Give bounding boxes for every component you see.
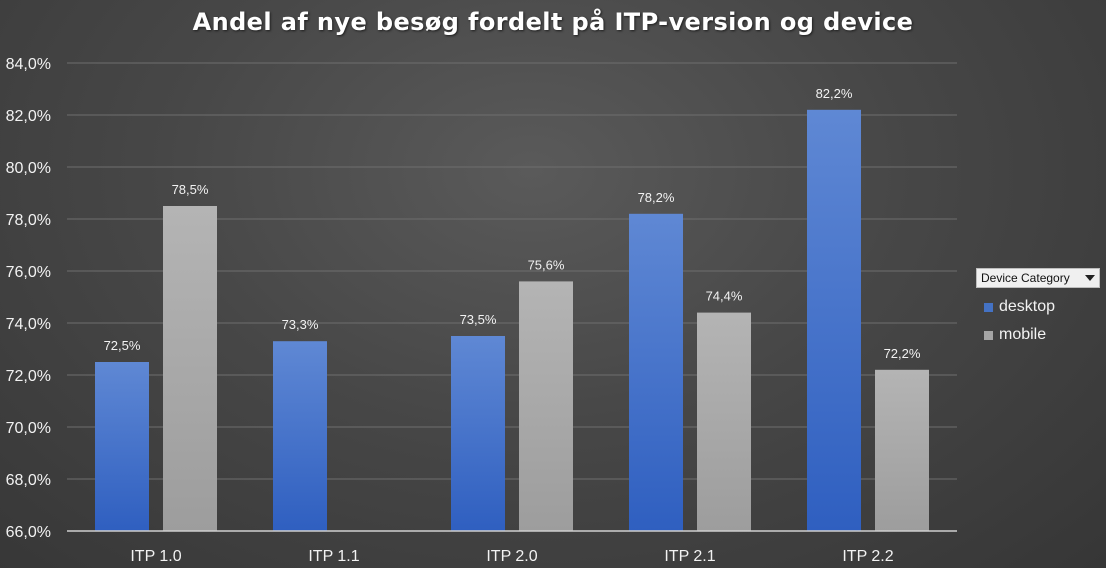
legend-swatch-mobile [984,330,993,340]
data-label: 74,4% [706,289,743,304]
legend-filter-dropdown[interactable]: Device Category [976,268,1100,288]
legend-title: Device Category [981,271,1070,285]
legend: Device Category desktop mobile [976,268,1100,344]
y-tick-label: 68,0% [6,472,51,489]
y-tick-label: 74,0% [6,316,51,333]
bar-desktop [807,109,861,532]
data-label: 82,2% [816,86,853,101]
x-tick-label: ITP 2.1 [664,548,715,565]
legend-label-desktop: desktop [999,298,1056,315]
y-tick-label: 78,0% [6,212,51,229]
bar-desktop [451,336,505,531]
data-label: 72,5% [104,338,141,353]
bar-mobile [875,369,929,531]
data-label: 73,5% [460,312,497,327]
chart-title: Andel af nye besøg fordelt på ITP-versio… [192,8,914,36]
bar-desktop [629,213,683,532]
x-tick-label: ITP 1.1 [308,548,359,565]
bar-mobile [519,281,573,531]
y-tick-label: 66,0% [6,524,51,541]
bar-mobile [697,312,751,531]
bars [95,109,929,532]
legend-swatch-desktop [984,302,993,312]
x-tick-label: ITP 2.2 [842,548,893,565]
x-tick-label: ITP 2.0 [486,548,537,565]
x-axis-ticks: ITP 1.0 ITP 1.1 ITP 2.0 ITP 2.1 ITP 2.2 [130,548,893,565]
y-tick-label: 70,0% [6,420,51,437]
data-label: 75,6% [528,257,565,272]
y-tick-label: 72,0% [6,368,51,385]
bar-desktop [273,341,327,531]
data-label: 73,3% [282,317,319,332]
chevron-down-icon[interactable] [1085,275,1095,281]
data-label: 72,2% [884,346,921,361]
y-tick-label: 80,0% [6,160,51,177]
y-tick-label: 82,0% [6,108,51,125]
x-tick-label: ITP 1.0 [130,548,181,565]
y-axis-ticks: 66,0% 68,0% 70,0% 72,0% 74,0% 76,0% 78,0% 80,0%… [6,56,51,541]
legend-item-desktop: desktop [984,298,1100,316]
data-label: 78,5% [172,182,209,197]
data-label: 78,2% [638,190,675,205]
bar-desktop [95,362,149,531]
legend-label-mobile: mobile [999,326,1047,343]
data-labels: 72,5% 78,5% 73,3% 73,5% 75,6% 78,2% 74,4% 82,2%… [104,86,921,361]
y-tick-label: 84,0% [6,56,51,73]
bar-mobile [163,206,217,531]
legend-item-mobile: mobile [984,326,1100,344]
y-tick-label: 76,0% [6,264,51,281]
